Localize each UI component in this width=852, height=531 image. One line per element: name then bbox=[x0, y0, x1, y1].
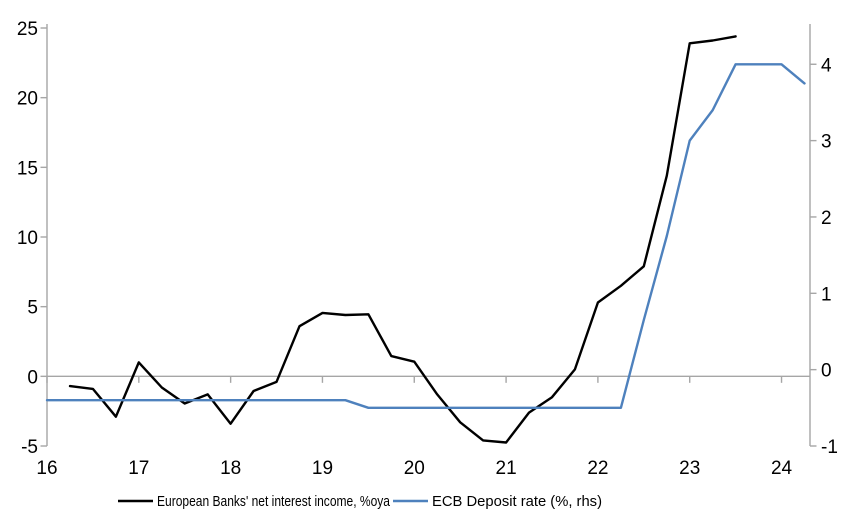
legend: European Banks' net interest income, %oy… bbox=[118, 493, 602, 510]
right-axis-tick-label: 1 bbox=[821, 284, 832, 305]
legend-label-ecb-deposit-rate: ECB Deposit rate (%, rhs) bbox=[432, 493, 602, 510]
x-axis-tick-label: 18 bbox=[220, 458, 241, 479]
series-line-0 bbox=[68, 35, 737, 444]
series-line-1 bbox=[45, 63, 806, 409]
x-axis-tick-label: 16 bbox=[36, 458, 57, 479]
left-axis-tick-label: 20 bbox=[17, 89, 38, 110]
right-axis-tick-label: 2 bbox=[821, 208, 832, 229]
x-axis-tick-label: 24 bbox=[771, 458, 793, 479]
series-lines bbox=[45, 35, 806, 444]
x-axis-tick-label: 19 bbox=[312, 458, 333, 479]
left-axis-tick-label: 0 bbox=[27, 367, 38, 388]
x-axis-tick-label: 22 bbox=[587, 458, 608, 479]
legend-label-net-interest-income: European Banks' net interest income, %oy… bbox=[157, 493, 391, 510]
right-axis-tick-label: 3 bbox=[821, 132, 832, 153]
x-axis-tick-label: 17 bbox=[128, 458, 149, 479]
axis-ticks bbox=[40, 27, 817, 447]
left-axis-tick-label: -5 bbox=[21, 437, 38, 458]
right-axis-tick-label: 0 bbox=[821, 361, 832, 382]
left-axis-tick-label: 5 bbox=[27, 298, 38, 319]
right-axis-tick-label: 4 bbox=[821, 55, 832, 76]
x-axis-tick-label: 21 bbox=[496, 458, 517, 479]
right-axis-tick-label: -1 bbox=[821, 437, 838, 458]
x-axis-tick-label: 20 bbox=[404, 458, 425, 479]
x-axis-tick-label: 23 bbox=[679, 458, 700, 479]
left-axis-tick-label: 25 bbox=[17, 19, 38, 40]
left-axis-tick-label: 10 bbox=[17, 228, 38, 249]
left-axis-tick-label: 15 bbox=[17, 158, 38, 179]
